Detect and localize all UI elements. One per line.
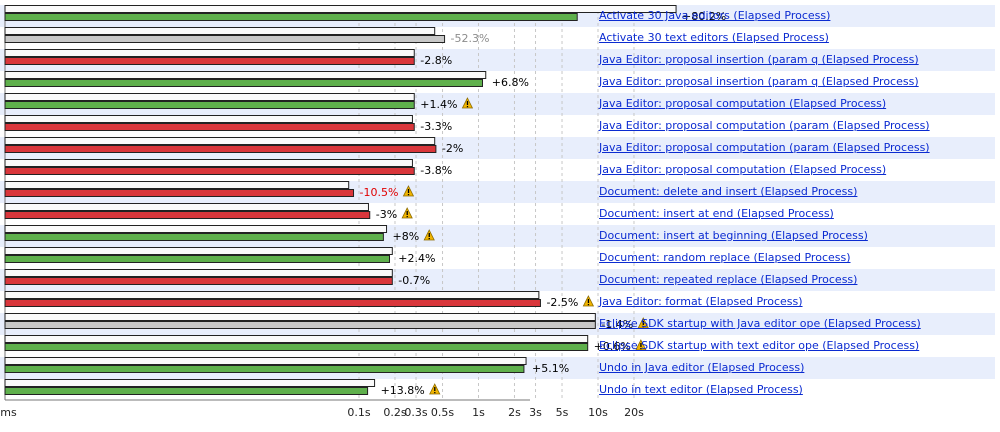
delta-label: -3% [376, 208, 397, 221]
delta-label: +80.2% [682, 10, 726, 23]
scenario-link[interactable]: Java Editor: proposal computation (Elaps… [599, 97, 887, 110]
reference-bar [4, 357, 527, 365]
current-bar [4, 145, 437, 153]
scenario-link[interactable]: Eclipse SDK startup with Java editor ope… [599, 317, 921, 330]
scenario-link[interactable]: Document: random replace (Elapsed Proces… [599, 251, 851, 264]
current-bar [4, 101, 415, 109]
delta-label: +5.1% [532, 362, 569, 375]
current-bar [4, 189, 355, 197]
reference-bar [4, 269, 393, 277]
reference-bar [4, 5, 677, 13]
reference-bar [4, 137, 436, 145]
scenario-link[interactable]: Eclipse SDK startup with text editor ope… [599, 339, 920, 352]
scenario-link[interactable]: Java Editor: proposal insertion (param q… [599, 75, 919, 88]
x-tick-label: 0.1s [347, 406, 370, 419]
current-bar [4, 321, 596, 329]
x-tick-label: 2s [508, 406, 521, 419]
scenario-link[interactable]: Undo in Java editor (Elapsed Process) [599, 361, 805, 374]
warning-triangle-icon [461, 97, 474, 109]
delta-label: +0.6% [594, 340, 631, 353]
delta-label: -3.8% [420, 164, 452, 177]
reference-bar [4, 247, 393, 255]
reference-bar [4, 181, 350, 189]
reference-bar [4, 159, 413, 167]
current-bar [4, 277, 393, 285]
current-bar [4, 299, 541, 307]
warning-triangle-icon [402, 185, 415, 197]
reference-bar [4, 93, 415, 101]
scenario-link[interactable]: Activate 30 Java editors (Elapsed Proces… [599, 9, 831, 22]
warning-triangle-icon [637, 317, 649, 329]
scenario-link[interactable]: Document: repeated replace (Elapsed Proc… [599, 273, 858, 286]
delta-label: -52.3% [451, 32, 490, 45]
delta-label: +2.4% [398, 252, 435, 265]
x-tick-label: 0ms [0, 406, 17, 419]
x-tick-label: 0.2s [383, 406, 406, 419]
x-tick-label: 0.5s [431, 406, 454, 419]
x-tick-label: 5s [556, 406, 569, 419]
current-bar [4, 35, 446, 43]
reference-bar [4, 27, 436, 35]
reference-bar [4, 115, 413, 123]
reference-bar [4, 225, 388, 233]
current-bar [4, 79, 483, 87]
reference-bar [4, 71, 487, 79]
delta-label: +1.4% [420, 98, 457, 111]
scenario-link[interactable]: Java Editor: proposal insertion (param q… [599, 53, 919, 66]
warning-triangle-icon [423, 229, 435, 241]
reference-bar [4, 203, 369, 211]
current-bar [4, 387, 369, 395]
delta-label: +6.8% [492, 76, 529, 89]
current-bar [4, 123, 415, 131]
reference-bar [4, 291, 540, 299]
delta-label: -2% [442, 142, 463, 155]
scenario-link[interactable]: Activate 30 text editors (Elapsed Proces… [599, 31, 829, 44]
x-tick-label: 0.3s [404, 406, 427, 419]
delta-label: -0.7% [398, 274, 430, 287]
scenario-link[interactable]: Document: insert at beginning (Elapsed P… [599, 229, 868, 242]
delta-label: -10.5% [360, 186, 399, 199]
reference-bar [4, 379, 376, 387]
scenario-link[interactable]: Undo in text editor (Elapsed Process) [599, 383, 803, 396]
current-bar [4, 255, 391, 263]
warning-triangle-icon [635, 339, 647, 351]
scenario-link[interactable]: Java Editor: proposal computation (param… [599, 141, 930, 154]
x-tick-label: 20s [624, 406, 644, 419]
warning-triangle-icon [429, 383, 441, 395]
reference-bar [4, 49, 415, 57]
x-tick-label: 1s [472, 406, 485, 419]
current-bar [4, 167, 415, 175]
current-bar [4, 365, 525, 373]
reference-bar [4, 335, 589, 343]
delta-label: +13.8% [381, 384, 425, 397]
current-bar [4, 211, 371, 219]
current-bar [4, 57, 415, 65]
current-bar [4, 233, 384, 241]
delta-label: -2.5% [546, 296, 578, 309]
delta-label: +8% [393, 230, 420, 243]
warning-triangle-icon [401, 207, 413, 219]
current-bar [4, 343, 589, 351]
delta-label: -2.8% [420, 54, 452, 67]
delta-label: -1.4% [601, 318, 633, 331]
scenario-link[interactable]: Java Editor: proposal computation (param… [599, 119, 930, 132]
x-tick-label: 10s [588, 406, 608, 419]
x-tick-label: 3s [529, 406, 542, 419]
delta-label: -3.3% [420, 120, 452, 133]
current-bar [4, 13, 578, 21]
warning-triangle-icon [582, 295, 595, 307]
scenario-link[interactable]: Document: insert at end (Elapsed Process… [599, 207, 834, 220]
reference-bar [4, 313, 596, 321]
scenario-link[interactable]: Java Editor: proposal computation (Elaps… [599, 163, 887, 176]
scenario-link[interactable]: Java Editor: format (Elapsed Process) [599, 295, 803, 308]
scenario-link[interactable]: Document: delete and insert (Elapsed Pro… [599, 185, 858, 198]
